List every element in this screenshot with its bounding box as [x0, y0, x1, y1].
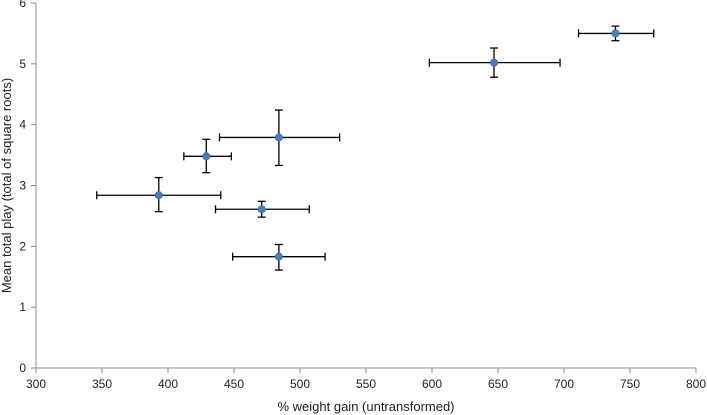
x-tick-label: 350	[92, 377, 112, 391]
x-tick-label: 400	[158, 377, 178, 391]
data-point	[183, 138, 233, 174]
data-point	[232, 243, 326, 271]
x-tick-label: 700	[554, 377, 574, 391]
point-marker	[202, 152, 211, 161]
point-marker	[257, 205, 266, 214]
y-tick-label: 3	[19, 179, 26, 193]
y-tick-label: 4	[19, 118, 26, 132]
x-tick-label: 650	[488, 377, 508, 391]
point-marker	[490, 58, 499, 67]
y-tick-label: 1	[19, 300, 26, 314]
data-point	[214, 200, 310, 218]
data-points	[96, 25, 655, 271]
x-tick-label: 750	[620, 377, 640, 391]
point-marker	[154, 191, 163, 200]
data-point	[218, 109, 341, 167]
x-tick-label: 300	[26, 377, 46, 391]
x-axis-ticks: 300 350 400 450 500 550 600 650 700 750 800	[26, 368, 706, 391]
x-tick-label: 550	[356, 377, 376, 391]
point-marker	[274, 252, 283, 261]
data-point	[428, 47, 561, 78]
y-tick-label: 0	[19, 361, 26, 375]
x-tick-label: 600	[422, 377, 442, 391]
x-tick-label: 500	[290, 377, 310, 391]
x-axis-title: % weight gain (untransformed)	[277, 399, 454, 414]
data-point	[577, 25, 655, 42]
y-axis-title: Mean total play (total of square roots)	[0, 78, 14, 293]
x-tick-label: 450	[224, 377, 244, 391]
x-tick-label: 800	[686, 377, 706, 391]
point-marker	[274, 133, 283, 142]
axes	[35, 3, 696, 369]
y-tick-label: 6	[19, 0, 26, 10]
y-axis-ticks: 0 1 2 3 4 5 6	[19, 0, 36, 375]
y-tick-label: 2	[19, 239, 26, 253]
data-point	[96, 176, 222, 213]
y-tick-label: 5	[19, 57, 26, 71]
point-marker	[611, 29, 620, 38]
